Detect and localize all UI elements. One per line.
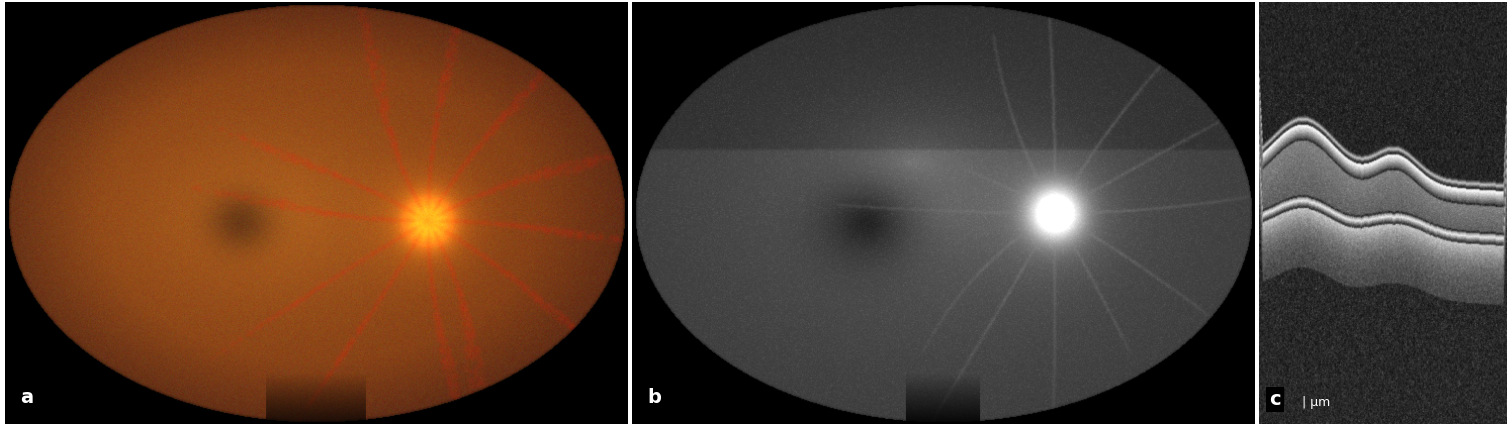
Text: c: c xyxy=(1270,390,1281,409)
Text: b: b xyxy=(647,388,661,407)
Text: a: a xyxy=(20,388,33,407)
Text: | μm: | μm xyxy=(1302,396,1331,409)
